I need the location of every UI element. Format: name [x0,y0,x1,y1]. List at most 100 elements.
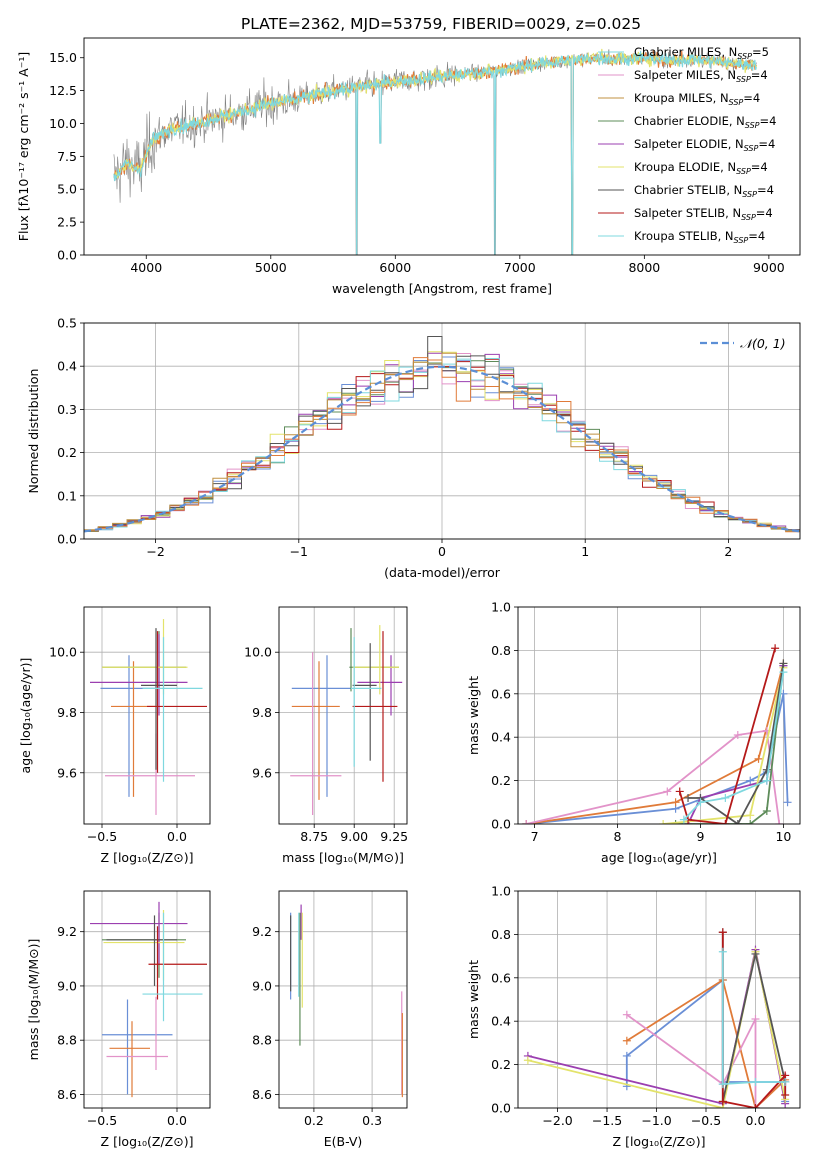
y-tick-label: 0.0 [491,1101,511,1116]
legend-entry: Salpeter STELIB, NSSP=4 [634,206,773,222]
x-tick-label: 10 [775,829,791,844]
series-marker [754,754,763,763]
x-tick-label: 0.0 [167,1113,187,1128]
y-tick-label: 0.0 [57,532,77,547]
series-marker [696,798,705,807]
series-marker [718,1080,727,1089]
series-line [678,647,776,824]
y-tick-label: 0.0 [491,817,511,832]
series-marker [718,1097,727,1106]
y-tick-label: 1.0 [491,884,511,899]
x-tick-label: −1.5 [592,1113,622,1128]
x-tick-label: 5000 [255,260,287,275]
y-tick-label: 9.2 [252,924,272,939]
x-axis-label: (data-model)/error [384,565,501,580]
x-axis-label: E(B-V) [324,1134,363,1149]
z_weight-frame [517,890,801,1109]
series-marker [622,1051,631,1060]
series-marker [746,820,755,824]
x-tick-label: −1 [290,544,308,559]
x-axis-label: Z [log₁₀(Z/Z⊙)] [101,850,194,865]
series-marker [779,668,788,677]
x-tick-label: 0.3 [362,1113,382,1128]
y-tick-label: 10.0 [49,116,77,131]
z_weight-axes: −2.0 −1.5 −1.0 −0.5 0.0 0.0 0.2 0.4 0.6 0.8 1.0 Z [… [466,884,800,1149]
y-axis-label: mass weight [466,676,481,755]
x-tick-label: 7 [531,829,539,844]
y-tick-label: 9.6 [252,765,272,780]
y-axis-label: Normed distribution [26,369,41,494]
histogram-plot [84,336,800,533]
z_age-plot [90,619,207,815]
y-axis-label: age [log₁₀(age/yr)] [18,658,33,774]
x-tick-label: −2.0 [542,1113,572,1128]
x-tick-label: 9 [696,829,704,844]
z_age-axes: −0.5 0.0 9.6 9.8 10.0 Z [log₁₀(Z/Z⊙)] age [log… [18,607,210,865]
series-line [526,729,781,824]
x-tick-label: 9.00 [340,829,368,844]
age_weight-frame [517,606,801,825]
spectrum-legend: Chabrier MILES, NSSP=5 Salpeter MILES, NS… [598,45,776,245]
x-tick-label: 8000 [628,260,660,275]
ebv_mass-frame [278,890,408,1109]
x-axis-label: Z [log₁₀(Z/Z⊙)] [101,1134,194,1149]
series-marker [751,1104,760,1108]
age_weight-axes: 7 8 9 10 0.0 0.2 0.4 0.6 0.8 1.0 age [log₁₀(age/yr… [466,600,800,865]
z_weight-plot [523,928,790,1108]
series-marker [523,1056,532,1065]
x-axis-label: mass [log₁₀(M/M⊙)] [282,850,404,865]
series-marker [751,949,760,958]
y-tick-label: 8.6 [252,1087,272,1102]
series-marker [663,787,672,796]
y-tick-label: 15.0 [49,50,77,65]
legend-entry: Salpeter ELODIE, NSSP=4 [634,137,775,153]
series-line [688,663,785,824]
x-tick-label: 8.75 [300,829,328,844]
spectrum-axes: 4000 5000 6000 7000 8000 9000 0.0 2.5 5.0 7.5 10.0… [16,50,785,296]
mass_age-plot [290,625,403,815]
x-tick-label: 9000 [753,260,785,275]
z_mass-axes: −0.5 0.0 8.6 8.8 9.0 9.2 Z [log₁₀(Z/Z⊙)] mass [… [26,891,210,1149]
series-line [721,951,786,1086]
legend-entry: Kroupa STELIB, NSSP=4 [634,229,765,245]
y-tick-label: 9.0 [252,978,272,993]
y-tick-label: 8.8 [252,1033,272,1048]
series-marker [718,928,727,937]
z_mass-frame [83,890,211,1109]
y-tick-label: 0.2 [491,1057,511,1072]
series-marker [675,787,684,796]
x-tick-label: 0.2 [304,1113,324,1128]
series-marker [781,1090,790,1099]
x-tick-label: −0.5 [87,829,117,844]
age_weight-plot [522,644,792,824]
spectrum-model-line [113,50,757,255]
x-tick-label: 0.0 [746,1113,766,1128]
legend-entry: Chabrier MILES, NSSP=5 [634,45,769,61]
y-tick-label: 7.5 [57,149,77,164]
y-tick-label: 1.0 [491,600,511,615]
y-tick-label: 0.1 [57,488,77,503]
series-marker [762,776,771,785]
x-axis-label: wavelength [Angstrom, rest frame] [332,281,552,296]
legend-entry: Salpeter MILES, NSSP=4 [634,68,768,84]
x-tick-label: −0.5 [87,1113,117,1128]
x-tick-label: 4000 [130,260,162,275]
y-tick-label: 8.8 [57,1033,77,1048]
histogram-step [84,357,800,533]
z_age-frame [83,606,211,825]
series-marker [622,1010,631,1019]
legend-entry: Kroupa MILES, NSSP=4 [634,91,760,107]
mass_age-axes: 8.75 9.00 9.25 9.6 9.8 10.0 mass [log₁₀(M/M⊙)] [244,607,408,865]
legend-entry: Chabrier STELIB, NSSP=4 [634,183,774,199]
series-marker [751,1015,760,1024]
x-tick-label: −1.0 [641,1113,671,1128]
y-tick-label: 9.2 [57,924,77,939]
normal-curve [84,365,800,533]
series-marker [684,793,693,802]
figure-title: PLATE=2362, MJD=53759, FIBERID=0029, z=0… [241,15,641,33]
series-marker [718,947,727,956]
y-tick-label: 0.2 [57,445,77,460]
series-marker [733,820,742,824]
y-tick-label: 9.8 [252,705,272,720]
